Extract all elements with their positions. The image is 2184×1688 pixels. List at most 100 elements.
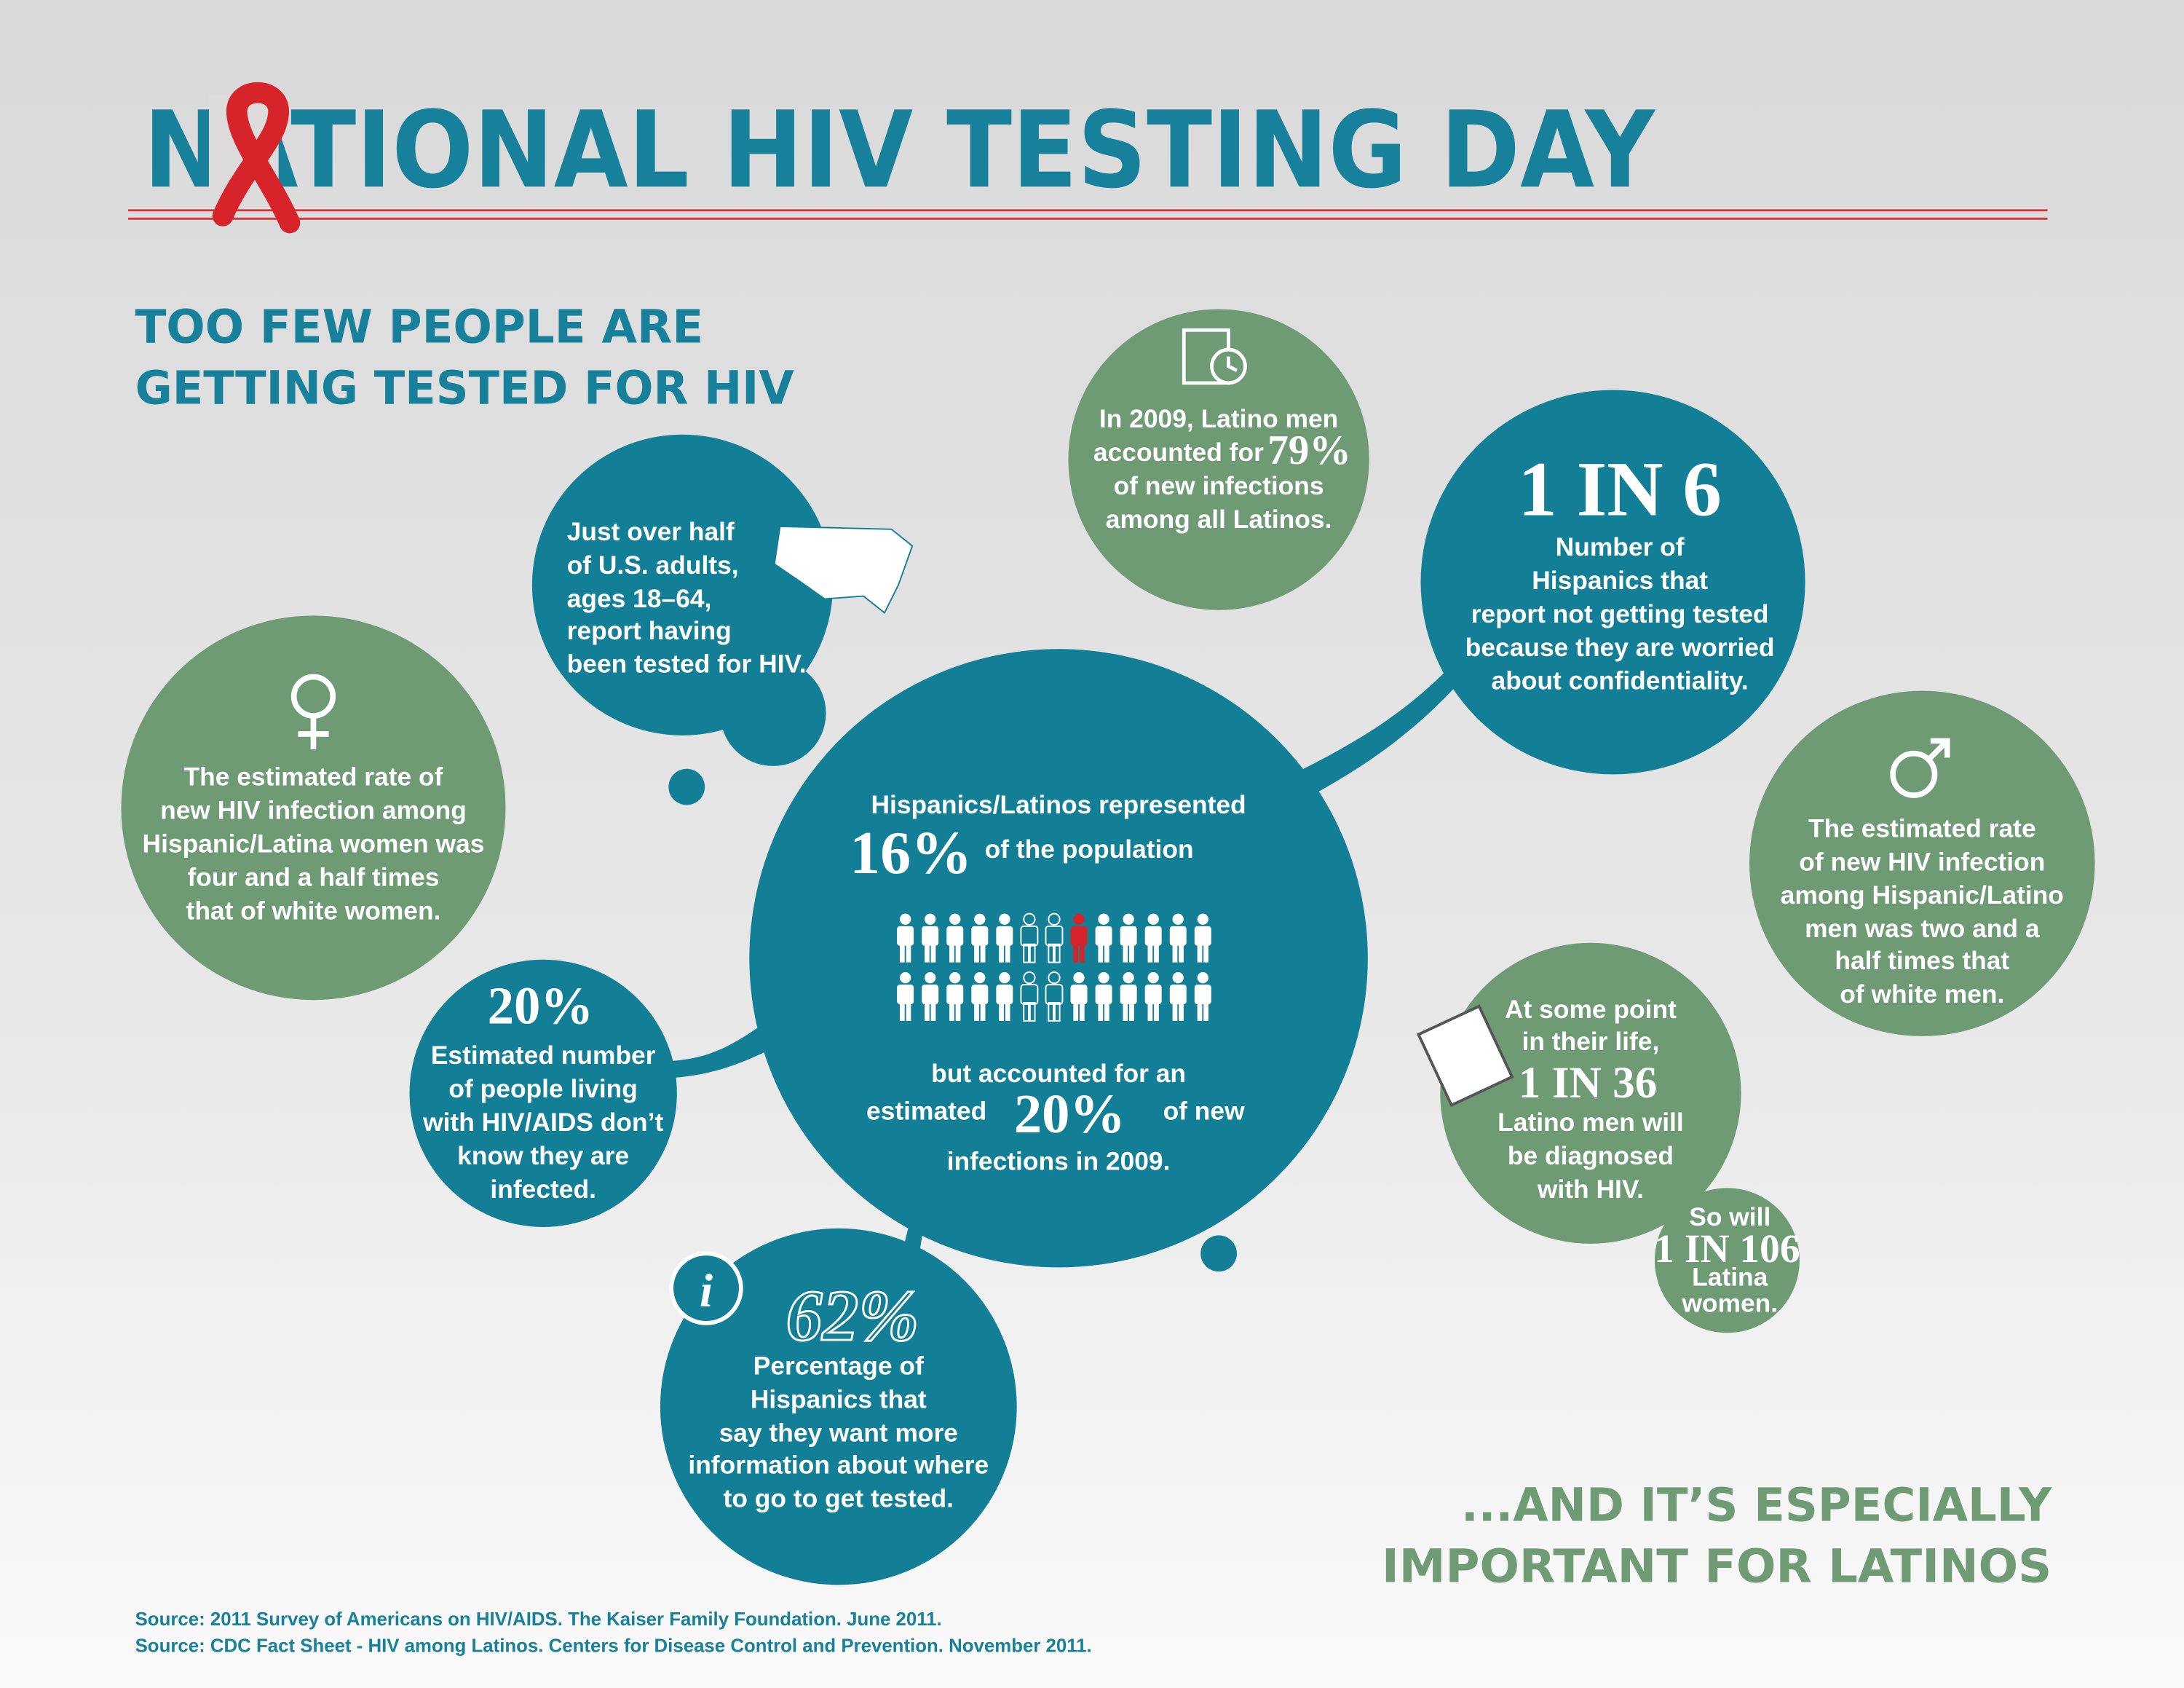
person-part bbox=[999, 944, 1004, 963]
person-part bbox=[1073, 944, 1079, 963]
stat: 1 IN 36 bbox=[1519, 1058, 1657, 1108]
person-part bbox=[1123, 971, 1134, 984]
person-part bbox=[1169, 926, 1187, 946]
person-part bbox=[1073, 1003, 1079, 1021]
person-part bbox=[1123, 944, 1128, 963]
bubble-text: report not getting tested bbox=[1471, 600, 1769, 628]
bubble-text: new HIV infection among bbox=[160, 797, 467, 825]
bubble-text: The estimated rate of bbox=[184, 763, 443, 792]
bubble-text: women. bbox=[1681, 1290, 1778, 1318]
male-icon bbox=[1890, 738, 1950, 798]
person-part bbox=[999, 913, 1010, 925]
person-part bbox=[1154, 944, 1159, 963]
bubble bbox=[531, 434, 834, 735]
bubble bbox=[1440, 942, 1741, 1244]
stat: 16% bbox=[850, 819, 972, 887]
bubble-text: At some point bbox=[1505, 995, 1677, 1024]
person-part bbox=[1070, 985, 1088, 1004]
bubble-text: say they want more bbox=[719, 1419, 958, 1447]
person-part bbox=[1029, 1002, 1036, 1022]
bubble bbox=[1420, 390, 1805, 775]
bubble-text: of new infections bbox=[1114, 472, 1324, 500]
person-part bbox=[1073, 971, 1085, 984]
person-part bbox=[974, 1003, 979, 1021]
person-part bbox=[899, 971, 911, 984]
person-part bbox=[1048, 971, 1061, 985]
person-part bbox=[925, 913, 936, 925]
stat: 79% bbox=[1267, 427, 1351, 473]
person-part bbox=[930, 1003, 936, 1021]
person-part bbox=[1203, 944, 1208, 963]
bubble-text: that of white women. bbox=[186, 896, 441, 925]
person-part bbox=[1172, 944, 1178, 963]
bubble-text: Latino men will bbox=[1497, 1108, 1684, 1137]
person-part bbox=[1073, 913, 1085, 925]
bubble-text: because they are worried bbox=[1465, 634, 1775, 662]
person-part bbox=[996, 985, 1013, 1004]
person-part bbox=[1197, 944, 1203, 963]
person-part bbox=[899, 913, 911, 925]
title: NATIONAL HIV TESTING DAY bbox=[143, 89, 1655, 212]
person-part bbox=[1098, 1003, 1104, 1021]
person-part bbox=[971, 985, 989, 1004]
bubble-text: four and a half times bbox=[187, 863, 439, 891]
person-part bbox=[999, 971, 1010, 984]
dot bbox=[1200, 1235, 1237, 1272]
bubble-text: half times that bbox=[1835, 947, 2009, 975]
bubble-text: Hispanics/Latinos represented bbox=[871, 791, 1246, 819]
person-part bbox=[980, 1003, 986, 1021]
person-part bbox=[1095, 926, 1112, 946]
stat: 62% bbox=[786, 1275, 919, 1356]
person-part bbox=[925, 971, 936, 984]
person-part bbox=[971, 926, 989, 946]
bubble-text: Estimated number bbox=[431, 1041, 656, 1070]
person-part bbox=[1197, 913, 1208, 925]
bubble-text: Number of bbox=[1556, 533, 1685, 561]
person-part bbox=[1120, 985, 1137, 1004]
person-part bbox=[1098, 944, 1104, 963]
bubble-text: In 2009, Latino men bbox=[1099, 405, 1338, 433]
bubble-text: been tested for HIV. bbox=[567, 650, 807, 679]
person-part bbox=[899, 1003, 905, 1021]
bubble-text: among all Latinos. bbox=[1106, 505, 1332, 534]
bubble bbox=[1749, 690, 2095, 1036]
person-part bbox=[1129, 944, 1134, 963]
bubble-text: infected. bbox=[490, 1175, 596, 1204]
person-part bbox=[1079, 1003, 1085, 1021]
person-part bbox=[930, 944, 936, 963]
bubble bbox=[749, 649, 1368, 1268]
bubble-text: estimated bbox=[866, 1097, 986, 1126]
person-part bbox=[1203, 1003, 1208, 1021]
person-part bbox=[1023, 971, 1036, 985]
subtitle: GETTING TESTED FOR HIV bbox=[135, 361, 794, 415]
bubble-text: report having bbox=[567, 617, 732, 645]
bubble-text: in their life, bbox=[1522, 1028, 1660, 1056]
person-part bbox=[1197, 1003, 1203, 1021]
bubble-text: of U.S. adults, bbox=[567, 551, 739, 580]
person-part bbox=[946, 926, 964, 946]
tagline: ...AND IT’S ESPECIALLY bbox=[1461, 1478, 2053, 1532]
person-part bbox=[1048, 912, 1061, 926]
person-part bbox=[1172, 971, 1184, 984]
bubble-text: infections in 2009. bbox=[947, 1148, 1171, 1176]
person-part bbox=[1079, 944, 1085, 963]
person-part bbox=[949, 944, 954, 963]
person-part bbox=[1023, 912, 1036, 926]
bubble-text: Latina bbox=[1692, 1263, 1768, 1291]
bubble-text: of people living bbox=[448, 1075, 637, 1103]
person-part bbox=[1147, 971, 1159, 984]
bubble-text: to go to get tested. bbox=[724, 1484, 954, 1513]
red-ribbon bbox=[212, 82, 301, 234]
person-part bbox=[1053, 943, 1061, 963]
bubble bbox=[409, 959, 677, 1227]
bubble-text: of white men. bbox=[1840, 980, 2004, 1009]
person-part bbox=[1048, 943, 1054, 963]
calendar-icon bbox=[1182, 328, 1247, 385]
person-part bbox=[974, 944, 979, 963]
person-part bbox=[1144, 926, 1162, 946]
person-part bbox=[996, 926, 1013, 946]
us-map bbox=[773, 525, 914, 615]
person-part bbox=[1129, 1003, 1134, 1021]
bubble-text: among Hispanic/Latino bbox=[1781, 881, 2064, 910]
